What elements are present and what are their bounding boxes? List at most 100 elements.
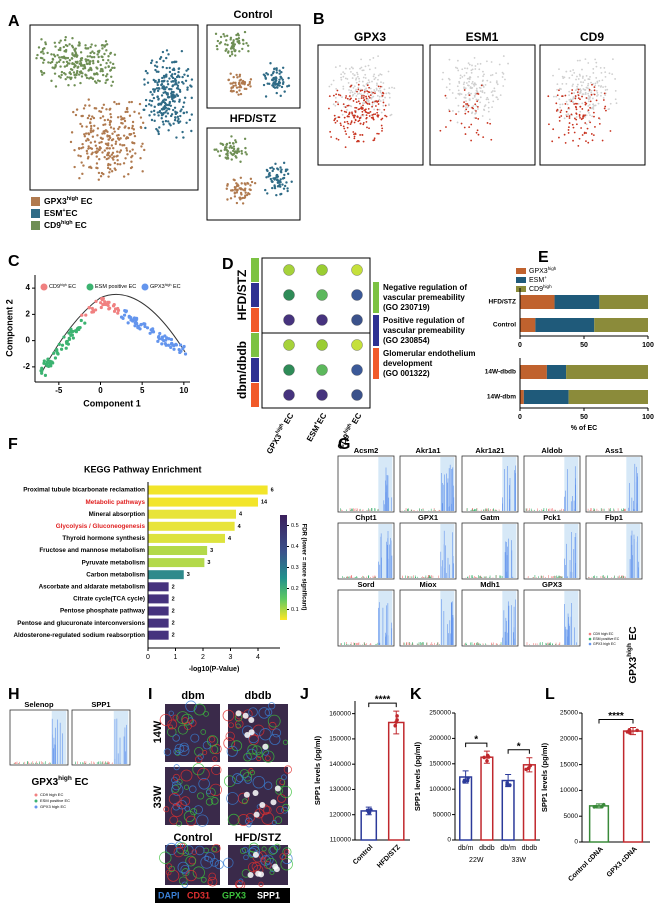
cell-dot [355,95,358,97]
bar [501,779,515,841]
cell-dot [565,100,568,103]
cell-dot [243,137,247,141]
legend-dot [86,283,94,291]
cell-dot [223,35,226,38]
cell-dot [476,92,479,95]
cell-dot [364,65,367,68]
cell-dot [119,163,122,166]
cell-dot [592,93,595,96]
cell-dot [368,127,370,130]
cell-dot [234,186,237,190]
cell-dot [272,82,275,85]
label: GPX3 [542,580,562,589]
tubule [190,808,198,816]
tubule [185,855,197,867]
cell-dot [127,315,131,319]
cell-dot [555,102,558,105]
cell-dot [482,70,484,73]
cell-dot [41,57,44,60]
tubule [259,728,272,741]
tubule [193,805,203,815]
cell-dot [165,109,168,112]
cell-dot [74,330,78,334]
cell-dot [348,67,351,70]
cell-dot [383,88,386,91]
bar [148,570,184,580]
tubule [177,779,183,785]
cell-dot [570,113,573,116]
label: 160000 [329,710,351,717]
label: 0.1 [291,607,299,613]
cell-dot [364,77,367,79]
label: GPX3 [222,890,246,900]
dot [283,314,295,326]
label: SPP1 [257,890,280,900]
cell-dot [334,96,337,99]
cell-dot [490,91,493,94]
cell-dot [479,101,481,104]
tubule [185,700,197,713]
cell-dot [582,114,585,117]
cell-dot [458,93,461,96]
module-strip [251,258,259,282]
cell-dot [381,129,383,132]
cell-dot [224,49,227,52]
cell-dot [146,72,149,75]
cell-dot [144,98,148,102]
feature-plot [539,44,646,166]
cell-dot [235,73,238,77]
cell-dot [287,84,291,87]
cell-dot [229,38,232,41]
cell-dot [232,75,235,79]
cell-dot [584,91,587,94]
cell-dot [489,122,492,125]
label: Ass1 [605,446,623,455]
cell-dot [584,101,587,104]
cell-dot [362,69,365,72]
cell-dot [552,74,554,77]
cell-dot [184,79,188,82]
replicate-dot [592,805,597,809]
cell-dot [156,89,160,93]
cell-dot [370,116,373,119]
cell-dot [91,77,95,80]
dot [283,339,295,351]
cell-dot [356,115,359,118]
cell-dot [163,334,167,338]
cell-dot [87,98,90,101]
cell-dot [562,77,565,80]
cell-dot [181,75,184,79]
cell-dot [380,73,383,76]
label: 33W [512,857,527,864]
cell-dot [131,120,135,124]
tubule [196,814,209,827]
cell-dot [600,85,603,87]
cell-dot [375,87,378,90]
legend-dot [141,283,149,291]
cell-dot [374,105,377,107]
cell-dot [172,347,176,351]
tubule [237,814,250,826]
cell-dot [593,93,596,96]
cell-dot [352,100,355,102]
cell-dot [382,99,385,101]
cell-dot [100,171,104,175]
label-part: GPX3 [529,268,548,275]
cell-dot [463,74,466,77]
cell-dot [551,140,554,143]
cell-dot [604,89,607,91]
expression-plot [585,455,643,513]
cell-dot [139,126,143,130]
label-part: EC [73,220,87,230]
cell-dot [279,180,282,184]
cell-dot [174,77,177,81]
label: 1 [174,654,178,661]
cell-dot [57,75,61,78]
tubule [177,724,188,735]
cell-dot [166,83,170,86]
panel-label: I [148,686,152,703]
cell-dot [384,114,387,117]
cell-dot [467,110,470,113]
cell-dot [282,161,286,165]
cell-dot [567,113,570,116]
